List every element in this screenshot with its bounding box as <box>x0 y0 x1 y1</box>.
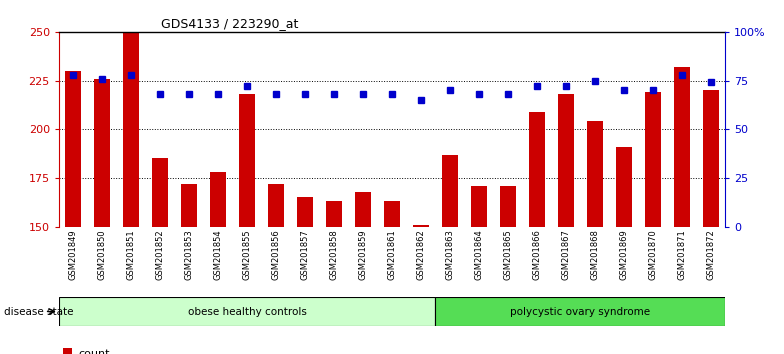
Text: GSM201863: GSM201863 <box>445 229 455 280</box>
Text: count: count <box>78 349 110 354</box>
Bar <box>702 90 719 227</box>
Bar <box>442 154 458 227</box>
Text: GSM201870: GSM201870 <box>648 229 657 280</box>
Text: GSM201851: GSM201851 <box>127 229 136 280</box>
Bar <box>181 184 197 227</box>
Text: GSM201854: GSM201854 <box>214 229 223 280</box>
Text: GDS4133 / 223290_at: GDS4133 / 223290_at <box>161 17 298 30</box>
Text: polycystic ovary syndrome: polycystic ovary syndrome <box>510 307 651 316</box>
Text: GSM201865: GSM201865 <box>503 229 513 280</box>
Text: GSM201866: GSM201866 <box>532 229 542 280</box>
Text: disease state: disease state <box>4 307 74 316</box>
Text: GSM201861: GSM201861 <box>387 229 397 280</box>
Text: obese healthy controls: obese healthy controls <box>187 307 307 316</box>
Bar <box>59 297 435 326</box>
Bar <box>529 112 545 227</box>
Bar <box>673 67 690 227</box>
Bar <box>471 185 487 227</box>
Bar <box>123 32 140 227</box>
Text: GSM201871: GSM201871 <box>677 229 686 280</box>
Bar <box>297 198 313 227</box>
Text: GSM201852: GSM201852 <box>156 229 165 280</box>
Bar <box>435 297 725 326</box>
Bar <box>65 71 82 227</box>
Bar <box>268 184 284 227</box>
Text: GSM201868: GSM201868 <box>590 229 599 280</box>
Bar <box>94 79 111 227</box>
Bar <box>413 225 429 227</box>
Text: GSM201858: GSM201858 <box>329 229 339 280</box>
Bar <box>558 94 574 227</box>
Text: GSM201864: GSM201864 <box>474 229 484 280</box>
Bar <box>326 201 342 227</box>
Text: GSM201853: GSM201853 <box>185 229 194 280</box>
Bar <box>239 94 255 227</box>
Bar <box>615 147 632 227</box>
Text: GSM201849: GSM201849 <box>69 229 78 280</box>
Bar <box>152 159 169 227</box>
Bar <box>355 192 371 227</box>
Bar <box>384 201 400 227</box>
Text: GSM201855: GSM201855 <box>242 229 252 280</box>
Text: GSM201859: GSM201859 <box>358 229 368 280</box>
Text: GSM201867: GSM201867 <box>561 229 570 280</box>
Bar <box>644 92 661 227</box>
Bar <box>587 121 603 227</box>
Text: GSM201869: GSM201869 <box>619 229 628 280</box>
Text: GSM201862: GSM201862 <box>416 229 426 280</box>
Bar <box>500 185 516 227</box>
Text: GSM201856: GSM201856 <box>271 229 281 280</box>
Bar <box>210 172 226 227</box>
Text: GSM201857: GSM201857 <box>300 229 310 280</box>
Text: GSM201872: GSM201872 <box>706 229 715 280</box>
Text: GSM201850: GSM201850 <box>98 229 107 280</box>
